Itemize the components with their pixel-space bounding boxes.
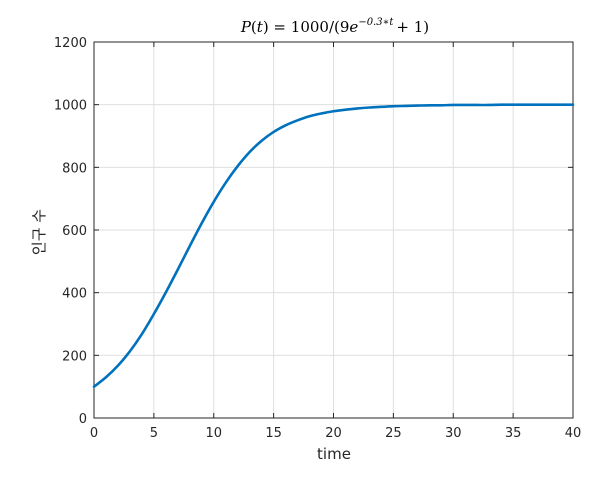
axis-ticks bbox=[93, 41, 574, 419]
y-tick-label: 800 bbox=[62, 161, 87, 176]
title-lhs: P bbox=[240, 18, 252, 36]
x-tick-label: 0 bbox=[90, 426, 98, 441]
y-tick-label: 0 bbox=[79, 412, 87, 427]
title-arg: t bbox=[257, 18, 264, 36]
x-tick-label: 10 bbox=[205, 426, 222, 441]
y-tick-label: 200 bbox=[62, 349, 87, 364]
x-tick-label: 15 bbox=[265, 426, 282, 441]
x-tick-label: 35 bbox=[505, 426, 522, 441]
title-base: e bbox=[349, 18, 358, 36]
x-tick-label: 40 bbox=[565, 426, 582, 441]
x-axis-label: time bbox=[317, 445, 351, 463]
x-tick-label: 25 bbox=[385, 426, 402, 441]
x-tick-label: 5 bbox=[150, 426, 158, 441]
title-constant: 1000 bbox=[291, 18, 329, 36]
y-axis-label: 인구 수 bbox=[30, 209, 48, 255]
x-tick-label: 20 bbox=[325, 426, 342, 441]
chart-title: P(t) = 1000/(9e−0.3∗t + 1) bbox=[240, 17, 429, 36]
y-tick-label: 1000 bbox=[54, 99, 87, 114]
title-exponent: −0.3∗t bbox=[358, 17, 394, 28]
y-tick-label: 1200 bbox=[54, 36, 87, 51]
title-coefficient: 9 bbox=[340, 18, 350, 36]
y-tick-label: 400 bbox=[62, 287, 87, 302]
x-tick-label: 30 bbox=[445, 426, 462, 441]
series-line bbox=[92, 103, 575, 388]
title-tail: + 1) bbox=[396, 18, 429, 36]
y-tick-label: 600 bbox=[62, 224, 87, 239]
